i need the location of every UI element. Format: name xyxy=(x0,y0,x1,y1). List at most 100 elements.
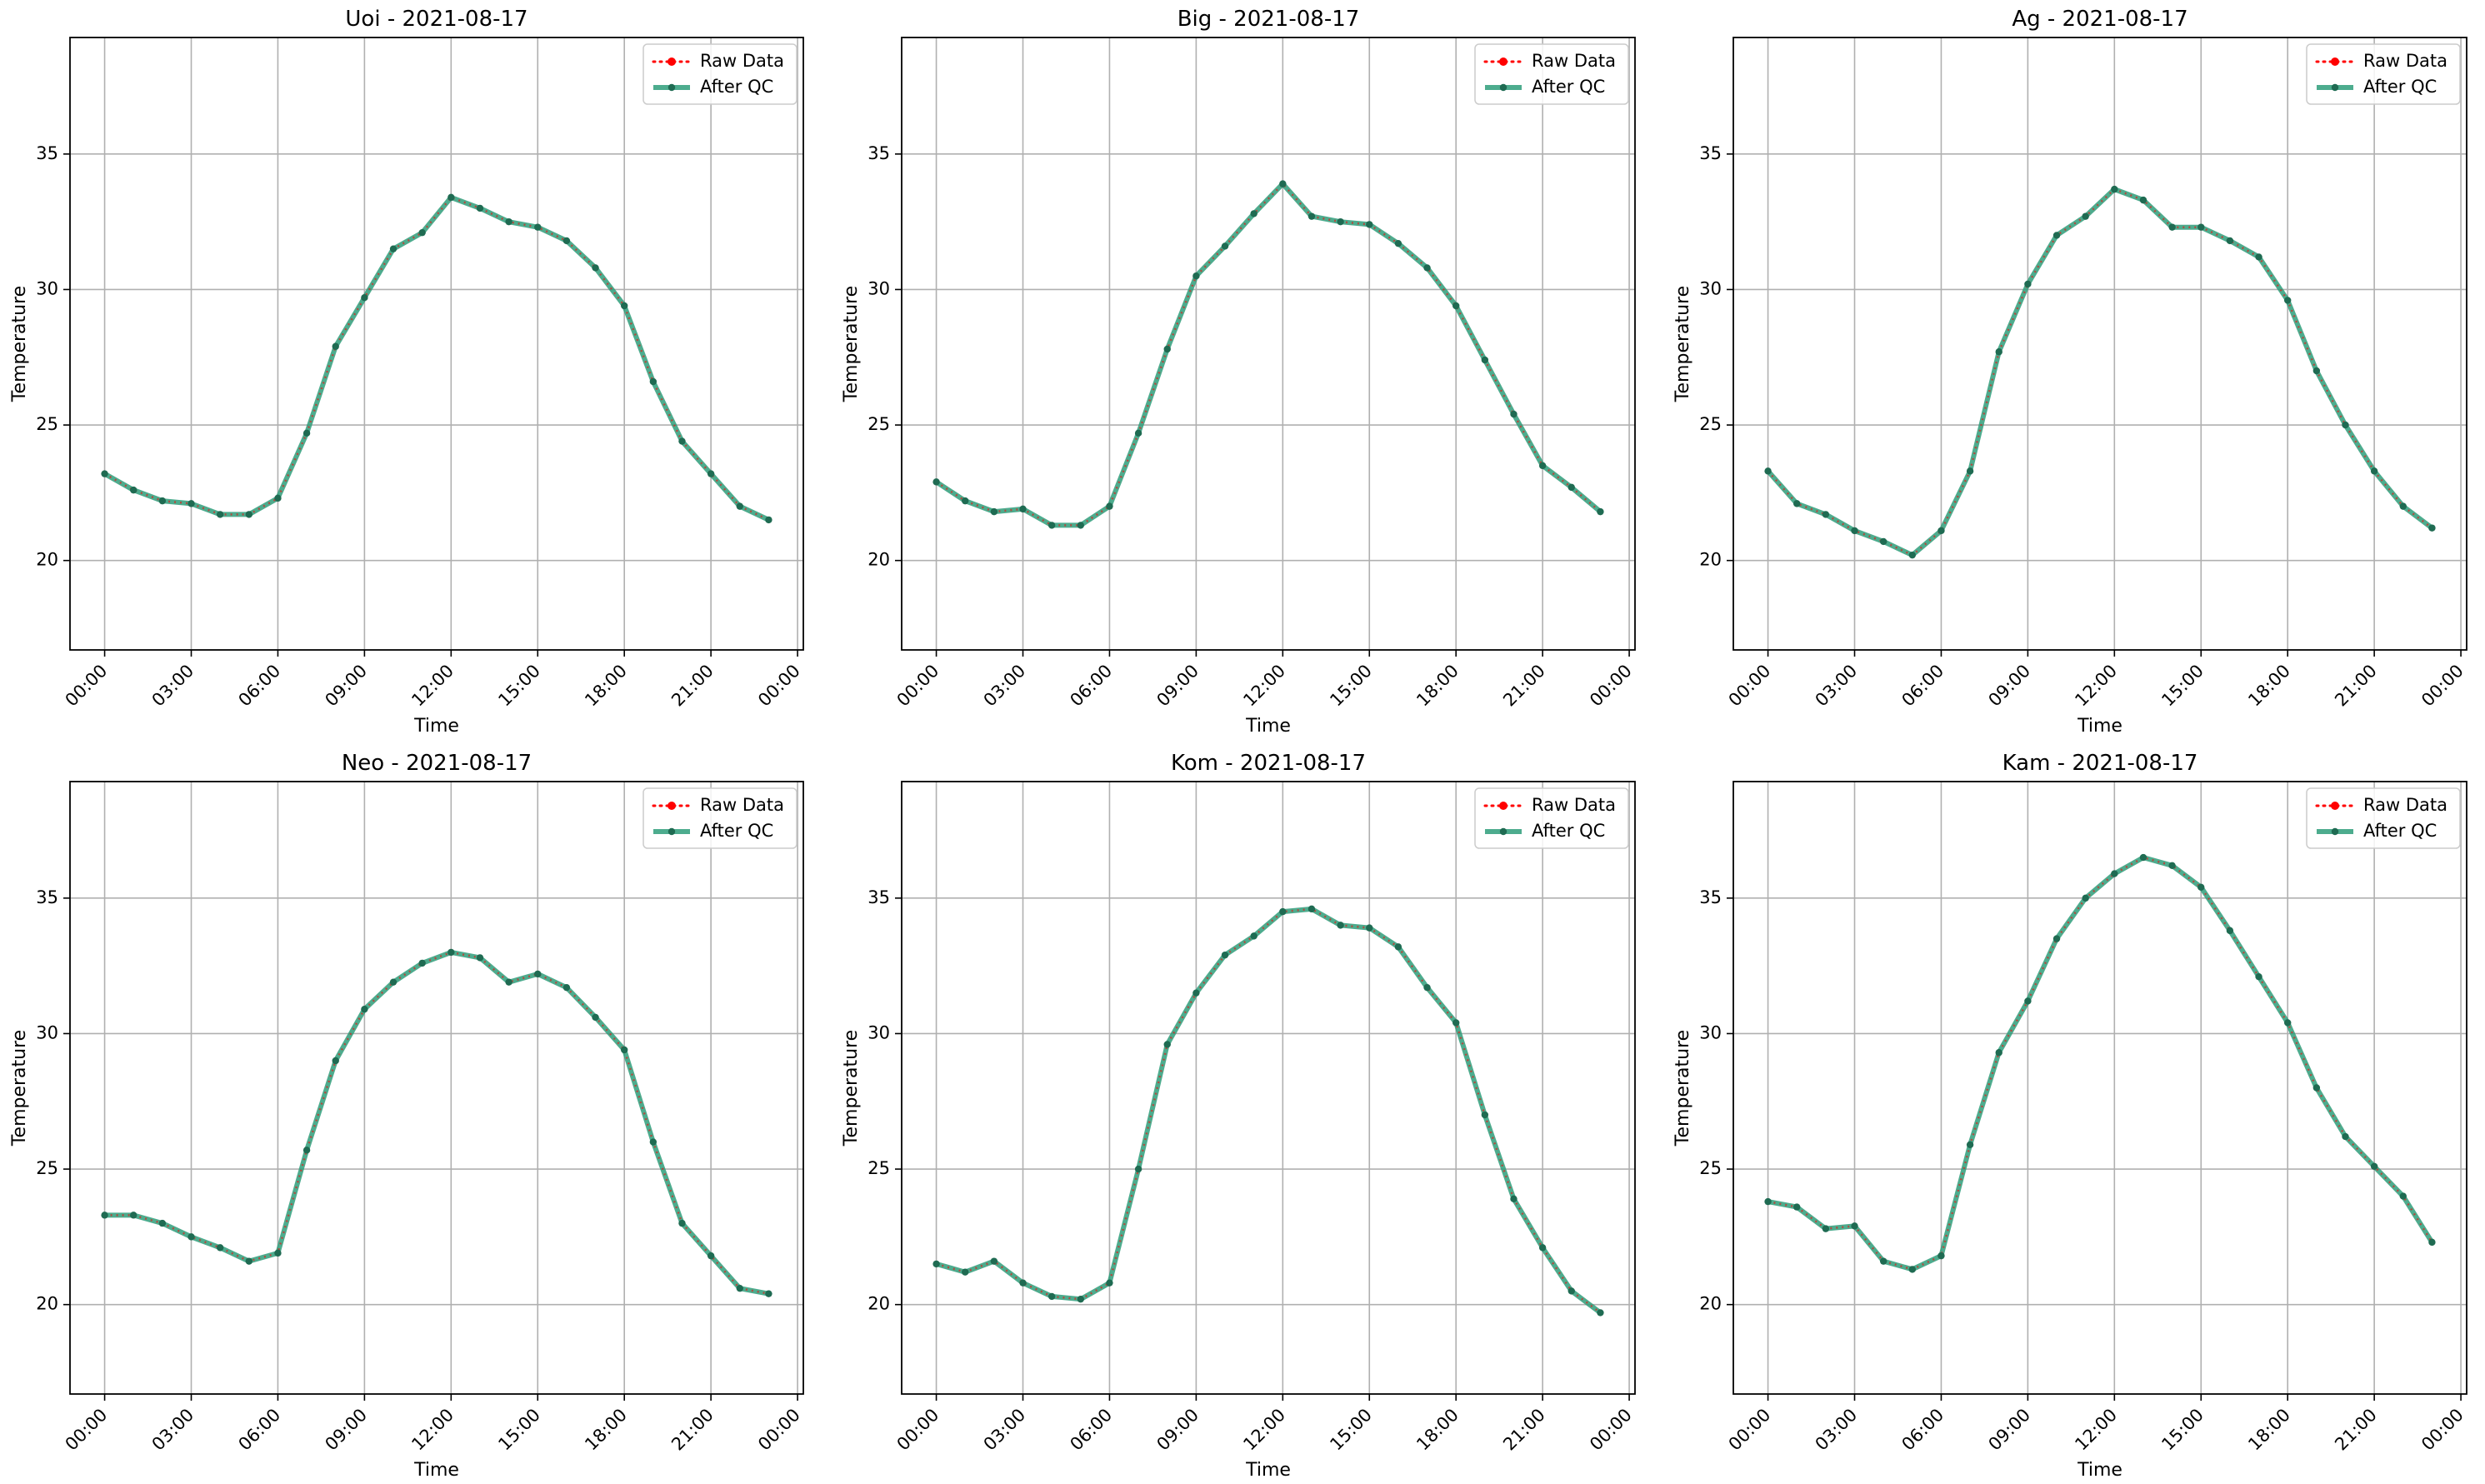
axes-frame xyxy=(69,37,804,651)
x-tick-label: 12:00 xyxy=(408,1405,458,1455)
data-point xyxy=(932,1260,940,1268)
x-tick-label: 06:00 xyxy=(1066,661,1116,711)
x-tick-label: 09:00 xyxy=(1984,1405,2034,1455)
data-point xyxy=(216,511,224,518)
data-point xyxy=(2024,280,2032,288)
data-point xyxy=(505,978,512,986)
y-tick-label: 20 xyxy=(36,550,58,570)
data-point xyxy=(962,1268,969,1276)
legend-label-raw-data: Raw Data xyxy=(2363,795,2448,815)
x-tick-label: 15:00 xyxy=(494,661,544,711)
data-point xyxy=(1510,410,1518,418)
data-point xyxy=(1163,1041,1171,1048)
data-point xyxy=(2370,467,2378,475)
data-point xyxy=(332,342,339,350)
data-point xyxy=(1938,527,1945,535)
data-point xyxy=(2226,927,2234,935)
y-tick-label: 25 xyxy=(868,1158,890,1178)
data-point xyxy=(2428,1238,2436,1247)
y-tick-label: 30 xyxy=(36,278,58,298)
x-tick-label: 12:00 xyxy=(2071,661,2121,711)
x-tick-label: 21:00 xyxy=(668,661,718,711)
x-tick-label: 09:00 xyxy=(1152,661,1202,711)
data-point xyxy=(592,264,599,272)
data-point xyxy=(1879,1257,1888,1265)
x-tick-label: 06:00 xyxy=(234,661,284,711)
data-point xyxy=(188,500,195,507)
data-point xyxy=(245,1257,253,1265)
y-axis-label: Temperature xyxy=(1672,286,1693,402)
data-point xyxy=(1019,505,1027,513)
data-point xyxy=(188,1233,195,1241)
x-tick-label: 00:00 xyxy=(754,661,804,711)
data-point xyxy=(1423,983,1431,992)
data-point xyxy=(1764,1197,1772,1206)
legend-label-after-qc: After QC xyxy=(1532,77,1605,97)
x-tick-label: 12:00 xyxy=(1239,661,1289,711)
legend-label-raw-data: Raw Data xyxy=(700,51,784,71)
legend-label-after-qc: After QC xyxy=(700,77,773,97)
data-point xyxy=(2168,223,2176,231)
data-point xyxy=(1764,467,1772,475)
data-point xyxy=(1452,1019,1460,1027)
data-point xyxy=(1568,483,1575,492)
data-point xyxy=(707,470,715,477)
grid xyxy=(1733,37,2467,650)
axes-frame xyxy=(1732,37,2468,651)
data-point xyxy=(1279,180,1287,187)
data-point xyxy=(932,478,940,486)
data-point xyxy=(1250,210,1258,217)
subplot-6: 00:00 03:00 06:00 09:00 12:00 15:00 18:00 21:00… xyxy=(1672,751,2468,1481)
series-line-raw-data xyxy=(1768,856,2433,1271)
legend-marker-raw-data xyxy=(2331,57,2339,66)
x-tick-label: 12:00 xyxy=(2071,1405,2121,1455)
y-tick-label: 30 xyxy=(1699,278,1722,298)
data-point xyxy=(2111,185,2118,193)
data-point xyxy=(1481,1111,1489,1119)
y-axis-label: Temperature xyxy=(841,286,862,402)
data-point xyxy=(620,302,628,310)
data-point xyxy=(101,470,108,477)
legend-label-after-qc: After QC xyxy=(1532,821,1605,841)
data-point xyxy=(1597,507,1604,516)
data-point xyxy=(1908,551,1917,559)
data-point xyxy=(1163,345,1171,353)
x-tick-label: 09:00 xyxy=(1152,1405,1202,1455)
legend-marker-raw-data xyxy=(1499,57,1508,66)
y-tick-label: 35 xyxy=(1699,143,1722,163)
legend-marker-after-qc xyxy=(1499,83,1508,92)
data-point xyxy=(130,1212,138,1219)
grid xyxy=(70,37,803,650)
data-point xyxy=(2082,212,2089,220)
data-point xyxy=(418,959,426,967)
data-point xyxy=(302,1147,311,1154)
series-line-raw-data xyxy=(1767,187,2433,557)
y-tick-label: 25 xyxy=(36,414,58,434)
legend-marker-raw-data xyxy=(1499,802,1508,810)
series-line-after-qc xyxy=(935,906,1602,1315)
series-line-after-qc xyxy=(1766,187,2434,558)
data-point xyxy=(476,204,484,212)
x-tick-label: 09:00 xyxy=(1984,661,2034,711)
data-point xyxy=(1134,429,1142,437)
data-point xyxy=(1366,924,1373,932)
data-point xyxy=(990,1257,998,1265)
data-point xyxy=(361,1005,368,1013)
data-point xyxy=(2255,972,2262,981)
data-point xyxy=(332,1057,339,1065)
y-tick-label: 20 xyxy=(36,1294,58,1314)
x-tick-label: 00:00 xyxy=(1725,661,1775,711)
y-tick-label: 20 xyxy=(868,550,890,570)
data-point xyxy=(2399,502,2407,510)
x-tick-label: 00:00 xyxy=(754,1405,804,1455)
data-point xyxy=(765,1290,772,1297)
data-point xyxy=(1019,1279,1027,1287)
x-tick-label: 03:00 xyxy=(980,1405,1030,1455)
data-point xyxy=(1308,212,1316,220)
data-point xyxy=(389,245,398,252)
data-point xyxy=(1308,905,1316,913)
y-tick-label: 20 xyxy=(1699,1294,1722,1314)
data-point xyxy=(1221,951,1229,959)
x-tick-label: 00:00 xyxy=(62,1405,112,1455)
x-tick-label: 00:00 xyxy=(1586,661,1636,711)
